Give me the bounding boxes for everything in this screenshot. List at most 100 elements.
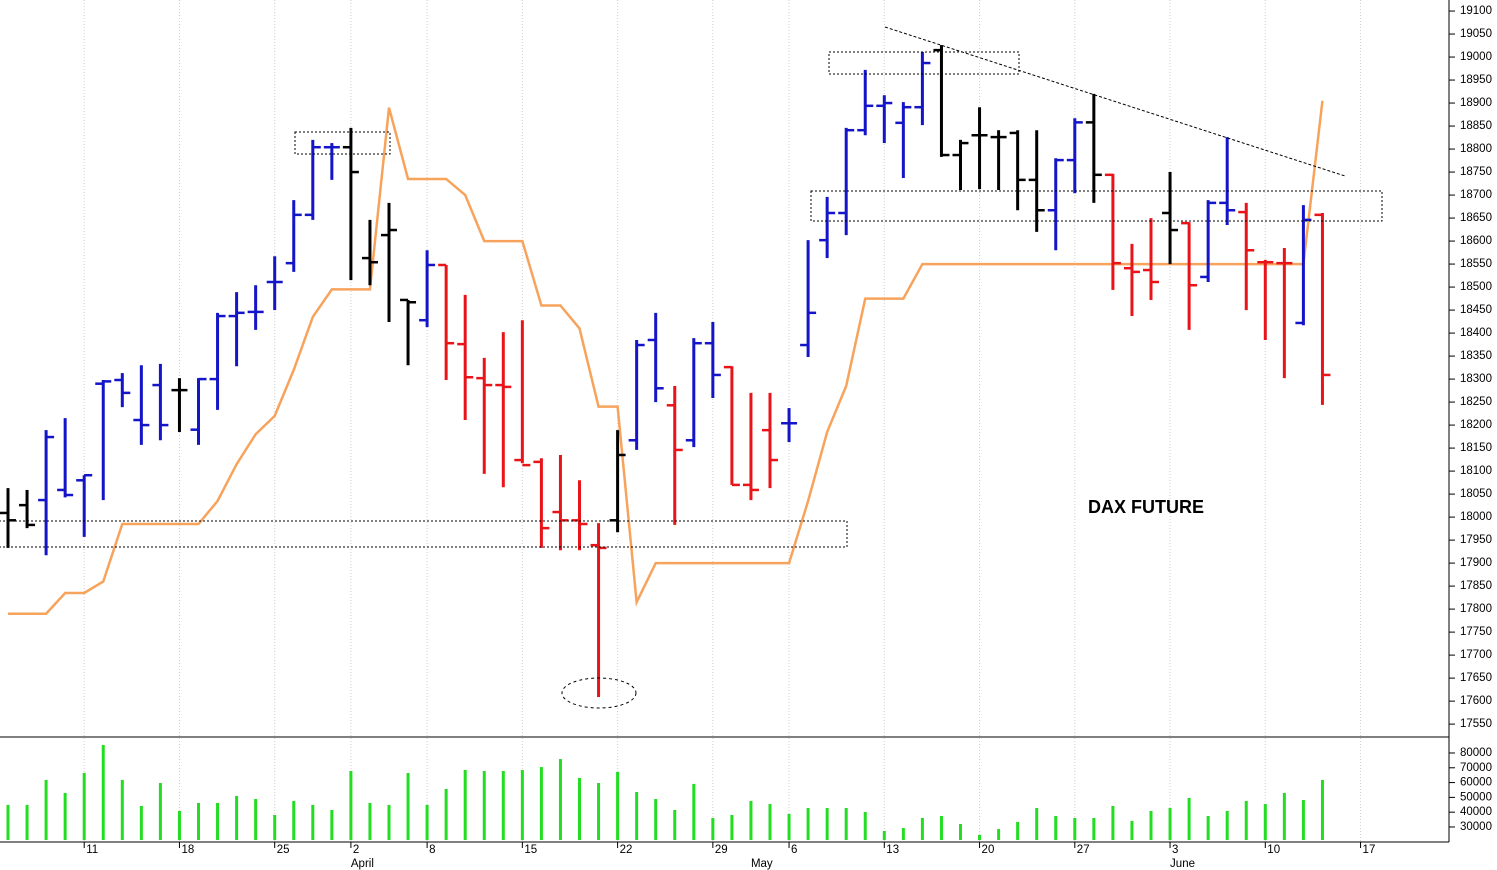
y-tick-label: 19000 — [1460, 51, 1492, 63]
volume-bar — [1187, 797, 1191, 840]
volume-bar — [1035, 808, 1039, 840]
y-tick-label: 17800 — [1460, 603, 1492, 615]
annotations — [0, 26, 1383, 709]
volume-bar — [844, 808, 848, 840]
volume-bar — [177, 810, 181, 840]
volume-bar — [578, 777, 581, 840]
y-tick-label: 17700 — [1460, 649, 1492, 661]
volume-bar — [349, 771, 353, 840]
y-tick-label: 19050 — [1460, 28, 1492, 40]
volume-bar — [749, 800, 753, 840]
volume-bar — [1073, 817, 1077, 840]
trend-line — [884, 26, 1346, 177]
volume-bar — [139, 805, 143, 840]
volume-bar — [1130, 820, 1134, 840]
chart-title: DAX FUTURE — [1088, 497, 1204, 517]
y-tick-label: 18350 — [1460, 350, 1492, 362]
month-label: April — [351, 858, 374, 870]
y-tick-label: 17600 — [1460, 695, 1492, 707]
y-tick-label: 18650 — [1460, 212, 1492, 224]
volume-bar — [387, 804, 391, 840]
y-tick-label: 40000 — [1460, 806, 1492, 818]
volume-bar — [6, 804, 10, 840]
indicator-line — [8, 100, 1324, 615]
y-tick-label: 17750 — [1460, 626, 1492, 638]
y-tick-label: 17650 — [1460, 672, 1492, 684]
volume-bar — [406, 772, 410, 840]
volume-bar — [273, 814, 277, 840]
x-tick-label: 22 — [620, 844, 633, 856]
y-tick-label: 18300 — [1460, 373, 1492, 385]
y-tick-label: 18050 — [1460, 488, 1492, 500]
volume-bar — [463, 770, 467, 840]
volume-bar — [444, 788, 448, 840]
volume-bar — [1168, 808, 1172, 840]
y-tick-label: 60000 — [1460, 777, 1492, 789]
y-tick-label: 18900 — [1460, 97, 1492, 109]
x-tick-label: 18 — [181, 844, 194, 856]
y-tick-label: 18250 — [1460, 396, 1492, 408]
y-tick-label: 17950 — [1460, 534, 1492, 546]
y-tick-label: 18100 — [1460, 465, 1492, 477]
volume-bar — [254, 799, 258, 840]
y-tick-label: 70000 — [1460, 762, 1492, 774]
volume-bar — [1282, 792, 1286, 840]
volume-bar — [616, 771, 620, 840]
x-tick-label: 20 — [982, 844, 995, 856]
volume-bar — [1054, 816, 1058, 840]
volume-bar — [863, 812, 867, 840]
y-tick-label: 18450 — [1460, 304, 1492, 316]
box-annotation — [828, 51, 1020, 75]
y-tick-label: 80000 — [1460, 747, 1492, 759]
y-tick-label: 18200 — [1460, 419, 1492, 431]
volume-bar — [292, 800, 296, 840]
volume-bar — [806, 808, 810, 840]
volume-bar — [825, 808, 829, 840]
volume-bar — [216, 803, 220, 840]
y-tick-label: 30000 — [1460, 821, 1492, 833]
volume-bar — [978, 834, 982, 840]
y-tick-label: 19100 — [1460, 5, 1492, 17]
x-tick-label: 8 — [429, 844, 435, 856]
volume-bar — [25, 804, 29, 840]
volume-bar — [235, 795, 239, 840]
y-tick-label: 17900 — [1460, 557, 1492, 569]
month-label: June — [1170, 858, 1195, 870]
volume-bar — [197, 803, 200, 840]
volume-bar — [1320, 779, 1324, 840]
volume-bar — [997, 829, 1001, 840]
y-tick-label: 17850 — [1460, 580, 1492, 592]
x-tick-label: 6 — [791, 844, 797, 856]
volume-bar — [939, 816, 943, 840]
volume-bar — [120, 779, 124, 840]
y-tick-label: 17550 — [1460, 718, 1492, 730]
y-tick-label: 18850 — [1460, 120, 1492, 132]
volume-bar — [920, 817, 924, 840]
box-annotation — [810, 190, 1383, 222]
x-tick-label: 10 — [1267, 844, 1280, 856]
volume-bar — [635, 792, 639, 840]
x-tick-label: 17 — [1363, 844, 1376, 856]
volume-bar — [311, 804, 315, 840]
x-tick-label: 13 — [886, 844, 899, 856]
volume-bar — [711, 817, 715, 840]
volume-bar — [63, 792, 67, 840]
volume-bar — [768, 804, 772, 840]
volume-bar — [482, 771, 486, 840]
x-tick-label: 29 — [715, 844, 728, 856]
volume-bar — [1244, 800, 1248, 840]
y-tick-label: 50000 — [1460, 791, 1492, 803]
volume-bar — [882, 830, 886, 840]
volume-bar — [787, 813, 791, 840]
y-tick-label: 18000 — [1460, 511, 1492, 523]
volume-bar — [730, 814, 734, 840]
month-label: May — [751, 858, 773, 870]
y-tick-label: 18800 — [1460, 143, 1492, 155]
volume-bar — [1225, 810, 1229, 840]
x-tick-label: 2 — [353, 844, 359, 856]
volume-bar — [1092, 817, 1096, 840]
x-tick-label: 25 — [277, 844, 290, 856]
volume-bar — [1111, 805, 1115, 840]
y-tick-label: 18950 — [1460, 74, 1492, 86]
